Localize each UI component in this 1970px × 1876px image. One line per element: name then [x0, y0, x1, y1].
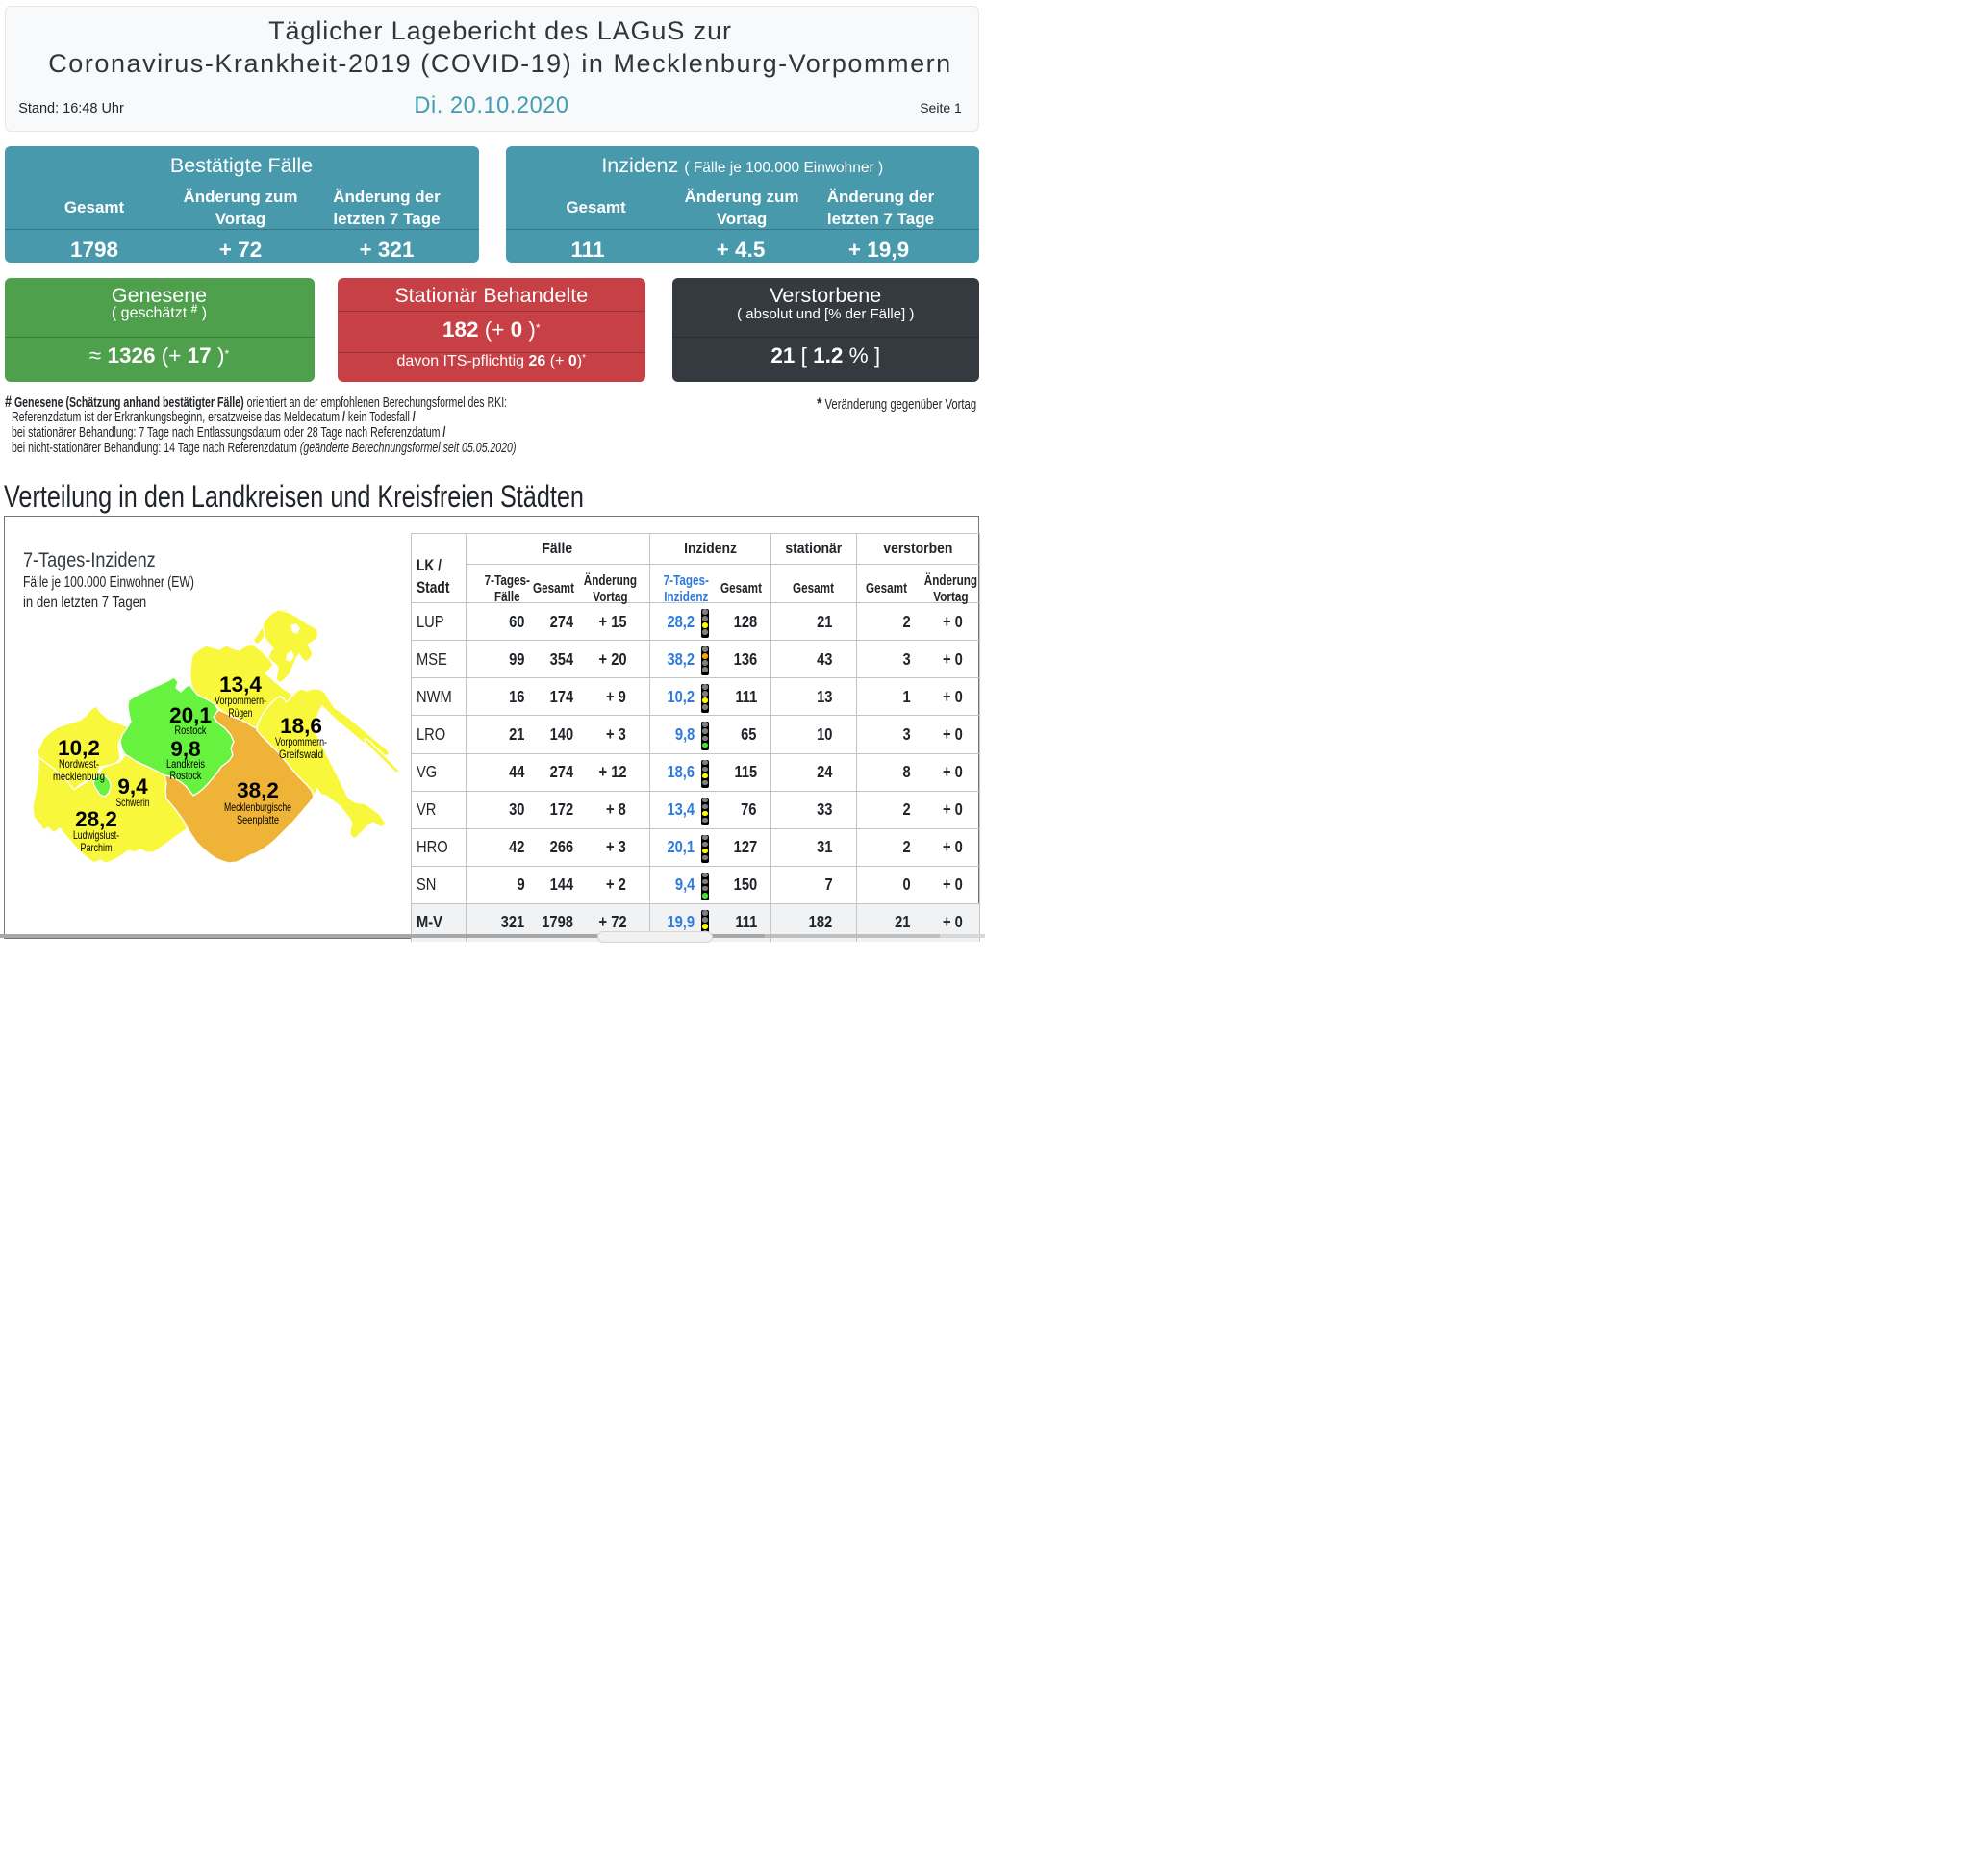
svg-text:Greifswald: Greifswald — [279, 748, 323, 761]
svg-text:Nordwest-: Nordwest- — [59, 757, 99, 771]
svg-text:9,4: 9,4 — [117, 774, 148, 799]
svg-text:Rostock: Rostock — [170, 769, 203, 782]
svg-text:Parchim: Parchim — [81, 841, 113, 854]
svg-text:18,6: 18,6 — [280, 714, 322, 738]
svg-text:Rügen: Rügen — [229, 706, 253, 720]
svg-text:9,8: 9,8 — [170, 737, 200, 761]
svg-text:38,2: 38,2 — [237, 778, 279, 802]
svg-text:Schwerin: Schwerin — [116, 796, 150, 809]
svg-text:28,2: 28,2 — [75, 807, 117, 831]
svg-text:Seenplatte: Seenplatte — [237, 813, 279, 826]
svg-text:Ludwigslust-: Ludwigslust- — [73, 828, 119, 842]
svg-text:Mecklenburgische: Mecklenburgische — [224, 800, 291, 814]
svg-text:Vorpommern-: Vorpommern- — [215, 694, 266, 707]
svg-text:Vorpommern-: Vorpommern- — [275, 735, 327, 748]
svg-text:10,2: 10,2 — [58, 736, 100, 760]
svg-text:Rostock: Rostock — [175, 723, 208, 737]
svg-text:20,1: 20,1 — [169, 703, 212, 727]
svg-text:13,4: 13,4 — [219, 672, 262, 697]
svg-text:Landkreis: Landkreis — [166, 757, 205, 771]
svg-text:mecklenburg: mecklenburg — [53, 770, 105, 783]
